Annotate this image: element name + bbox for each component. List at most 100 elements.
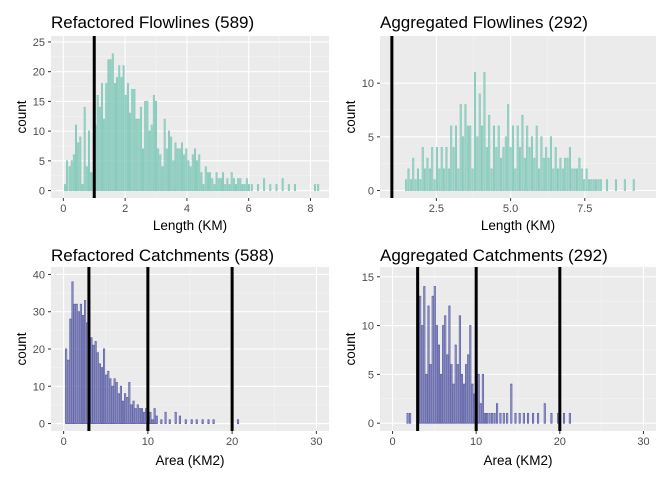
histogram-bar [96,94,99,192]
histogram-bar [68,166,71,192]
histogram-bar [111,385,114,424]
histogram-bar [71,281,74,424]
histogram-bar [269,184,272,192]
histogram-bars [405,72,635,191]
histogram-bar [458,315,461,424]
histogram-bar [133,89,136,192]
x-axis-ticks: 2.5 5.0 7.5 [429,198,592,215]
histogram-bar [457,168,460,191]
histogram-bar [576,168,579,191]
histogram-bars [65,281,240,424]
y-tick-label: 10 [33,381,45,393]
histogram-bar [117,393,120,424]
histogram-bar [69,318,72,424]
histogram-bar [124,94,127,192]
histogram-bar [465,364,468,424]
histogram-bar [463,383,466,424]
histogram-bar [72,154,75,192]
histogram-bar [100,367,104,424]
histogram-bar [433,179,436,191]
y-tick-label: 30 [33,307,45,319]
histogram-bar [467,354,470,424]
histogram-bar [476,136,479,191]
histogram-bar [241,184,244,192]
histogram-bar [590,179,593,191]
x-tick-label: 2 [122,203,128,215]
histogram-bar [174,142,177,192]
histogram-bar [94,341,97,424]
histogram-bar [201,419,204,424]
y-tick-label: 15 [362,272,374,284]
histogram-bar [492,125,495,191]
histogram-bar [523,157,526,191]
histogram-bar [187,160,190,192]
histogram-bar [105,83,108,192]
histogram-bar [485,147,488,191]
histogram-bar [469,325,472,424]
histogram-bar [232,178,235,192]
histogram-bar [198,154,201,192]
histogram-bar [170,136,173,192]
histogram-bar [454,344,457,424]
histogram-bar [287,184,290,192]
histogram-bar [519,147,522,191]
histogram-bar [419,179,422,191]
histogram-bar [138,408,141,424]
histogram-bar [486,412,489,424]
histogram-bar [92,344,95,424]
histogram-bar [79,303,82,424]
histogram-bar [421,147,424,191]
y-axis-ticks: 0 10 20 30 40 [33,269,51,431]
histogram-bar [116,77,119,192]
reference-lines [416,267,562,431]
histogram-bar [440,147,443,191]
histogram-bar [496,403,499,424]
histogram-bar [448,305,451,424]
histogram-bar [207,419,210,424]
refactored-flowlines-panel: Refactored Flowlines (589) 0 2 4 6 8 0 5 10 15 2… [14,13,329,233]
y-tick-label: 0 [368,185,374,197]
y-tick-label: 10 [362,78,374,90]
histogram-bar [190,419,193,424]
histogram-bar [77,142,80,192]
histogram-bar [469,125,472,191]
histogram-bar [98,363,101,424]
histogram-bar [426,157,429,191]
histogram-bar [571,168,574,191]
histogram-bar [530,136,533,191]
histogram-bar [143,411,146,424]
histogram-bar [105,374,108,424]
x-tick-label: 10 [470,436,482,448]
histogram-bar [281,178,284,192]
y-tick-label: 0 [368,418,374,430]
histogram-bar [578,157,581,191]
histogram-bar [109,59,112,192]
histogram-bar [481,125,484,191]
histogram-bar [442,325,445,424]
histogram-bar [88,130,90,192]
x-axis-ticks: 0 10 20 30 [61,431,322,448]
histogram-bar [559,157,562,191]
histogram-bar [134,408,137,424]
histogram-bar [506,412,509,424]
y-axis-title: count [14,332,29,365]
x-tick-label: 0 [60,203,66,215]
histogram-bar [437,344,440,424]
x-tick-label: 8 [307,203,313,215]
histogram-bar [157,148,160,192]
histogram-bar [479,403,482,424]
y-tick-label: 10 [362,321,374,333]
y-tick-label: 20 [33,67,45,79]
histogram-bar [490,168,493,191]
histogram-bar [526,125,529,191]
histogram-bar [444,315,447,424]
histogram-bar [98,106,101,192]
histogram-bar [230,172,233,192]
histogram-bar [132,400,135,424]
histogram-bar [542,157,545,191]
histogram-bar [406,412,409,424]
histogram-bar [614,179,617,191]
histogram-bar [248,184,250,192]
histogram-bar [509,147,512,191]
histogram-bar [75,303,78,424]
